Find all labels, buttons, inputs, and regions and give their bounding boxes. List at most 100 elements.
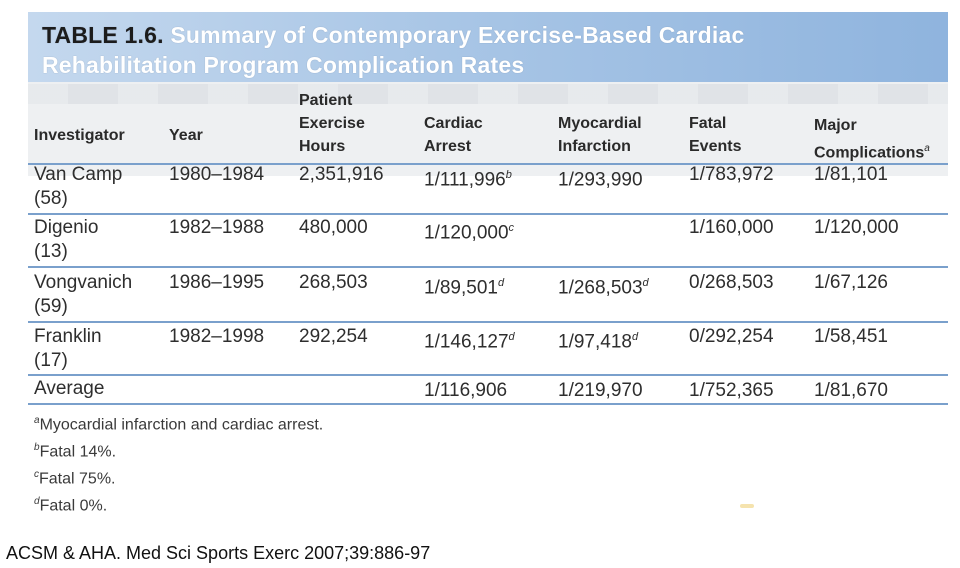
col-header-year: Year <box>169 124 203 147</box>
cell-value: 1/120,000 <box>424 222 509 244</box>
row-1-major-complications: 1/81,101 <box>814 164 888 185</box>
cell-value: 1/268,503 <box>558 277 643 299</box>
footnote-a: aMyocardial infarction and cardiac arres… <box>34 415 323 434</box>
footnote-marker: d <box>508 331 515 343</box>
row-1-investigator: Van Camp (58) <box>34 163 122 211</box>
table-figure: TABLE 1.6. Summary of Contemporary Exerc… <box>28 12 948 532</box>
col-header-fatal-line-1: Fatal <box>689 115 727 132</box>
table-number: TABLE 1.6. <box>42 22 164 48</box>
col-header-arrest-line-2: Arrest <box>424 138 472 155</box>
row-1-myocardial-infarction: 1/293,990 <box>558 163 643 192</box>
row-4-year: 1982–1998 <box>169 326 265 347</box>
col-header-investigator: Investigator <box>34 124 125 147</box>
footnote-marker: d <box>497 277 505 289</box>
row-3-year: 1986–1995 <box>169 272 265 293</box>
col-header-myocardial-infarction: Myocardial Infarction <box>558 112 642 158</box>
footnote-marker: d <box>631 331 639 343</box>
footnote-marker: d <box>642 277 649 289</box>
row-rule <box>28 321 948 323</box>
paper-smudge <box>740 504 754 508</box>
row-2-major-complications: 1/120,000 <box>814 217 899 238</box>
col-header-major-complications: Major Complicationsa <box>814 114 930 164</box>
col-header-hours-line-3: Hours <box>299 138 346 155</box>
footnote-c: cFatal 75%. <box>34 469 115 488</box>
reference-number: (59) <box>34 296 68 317</box>
row-rule <box>28 213 948 215</box>
investigator-name: Franklin <box>34 326 102 347</box>
col-header-major-text: Complications <box>814 144 925 162</box>
average-label: Average <box>34 378 105 399</box>
footnote-mark: c <box>34 469 39 480</box>
footnote-text: Fatal 0%. <box>39 497 108 515</box>
table-title-bar: TABLE 1.6. Summary of Contemporary Exerc… <box>28 12 948 82</box>
col-header-mi-line-2: Infarction <box>558 138 631 155</box>
row-1-cardiac-arrest: 1/111,996b <box>424 163 512 192</box>
reference-number: (13) <box>34 241 68 262</box>
investigator-name: Vongvanich <box>34 272 133 293</box>
row-4-cardiac-arrest: 1/146,127d <box>424 325 515 354</box>
col-header-mi-line-1: Myocardial <box>558 115 642 132</box>
row-2-year: 1982–1988 <box>169 217 265 238</box>
row-4-fatal-events: 0/292,254 <box>689 326 774 347</box>
col-header-fatal-events: Fatal Events <box>689 112 741 158</box>
average-major-complications: 1/81,670 <box>814 380 888 401</box>
footnote-text: Fatal 75%. <box>39 470 116 488</box>
footnote-mark: a <box>34 415 40 426</box>
col-header-arrest-line-1: Cardiac <box>424 115 483 132</box>
row-2-investigator: Digenio (13) <box>34 216 98 264</box>
table-bottom-rule <box>28 403 948 405</box>
row-3-investigator: Vongvanich (59) <box>34 271 132 319</box>
col-header-major-line-1: Major <box>814 117 857 134</box>
row-3-myocardial-infarction: 1/268,503d <box>558 271 649 300</box>
table-title-line-1: TABLE 1.6. Summary of Contemporary Exerc… <box>42 22 745 49</box>
header-rule <box>28 163 948 165</box>
col-header-investigator-line: Investigator <box>34 127 125 144</box>
row-1-fatal-events: 1/783,972 <box>689 164 774 185</box>
col-header-patient-exercise-hours: Patient Exercise Hours <box>299 89 365 158</box>
footnote-text: Myocardial infarction and cardiac arrest… <box>39 416 324 434</box>
col-header-major-line-2: Complicationsa <box>814 137 930 164</box>
citation: ACSM & AHA. Med Sci Sports Exerc 2007;39… <box>6 543 431 563</box>
cell-value: 1/97,418 <box>558 331 632 353</box>
bleed-through-text <box>28 84 948 104</box>
row-3-hours: 268,503 <box>299 272 368 293</box>
reference-number: (17) <box>34 350 68 371</box>
row-rule <box>28 266 948 268</box>
reference-number: (58) <box>34 188 68 209</box>
footnote-text: Fatal 14%. <box>39 443 117 461</box>
investigator-name: Van Camp <box>34 164 123 185</box>
row-4-investigator: Franklin (17) <box>34 325 102 373</box>
column-header-band <box>28 82 948 176</box>
footnote-mark: b <box>34 442 40 453</box>
col-header-hours-line-2: Exercise <box>299 115 365 132</box>
table-title-line-2: Rehabilitation Program Complication Rate… <box>42 52 525 78</box>
row-2-fatal-events: 1/160,000 <box>689 217 774 238</box>
cell-value: 1/89,501 <box>424 277 498 299</box>
footnote-b: bFatal 14%. <box>34 442 116 461</box>
average-myocardial-infarction: 1/219,970 <box>558 380 643 401</box>
footnote-marker: c <box>508 222 515 234</box>
investigator-name: Digenio <box>34 217 99 238</box>
row-3-cardiac-arrest: 1/89,501d <box>424 271 504 300</box>
footnote-mark: d <box>34 496 40 507</box>
row-2-cardiac-arrest: 1/120,000c <box>424 216 514 245</box>
row-1-year: 1980–1984 <box>169 164 265 185</box>
cell-value: 1/146,127 <box>424 331 509 353</box>
average-fatal-events: 1/752,365 <box>689 380 774 401</box>
row-rule <box>28 374 948 376</box>
row-4-major-complications: 1/58,451 <box>814 326 888 347</box>
col-header-hours-line-1: Patient <box>299 92 353 109</box>
row-3-fatal-events: 0/268,503 <box>689 272 774 293</box>
col-header-fatal-line-2: Events <box>689 138 742 155</box>
col-header-cardiac-arrest: Cardiac Arrest <box>424 112 483 158</box>
average-cardiac-arrest: 1/116,906 <box>424 380 508 401</box>
cell-value: 1/111,996 <box>424 169 506 191</box>
row-3-major-complications: 1/67,126 <box>814 272 888 293</box>
col-header-year-line: Year <box>169 127 203 144</box>
cell-value: 1/293,990 <box>558 169 643 191</box>
row-2-hours: 480,000 <box>299 217 368 238</box>
row-4-hours: 292,254 <box>299 326 368 347</box>
table-title-text-1: Summary of Contemporary Exercise-Based C… <box>170 22 745 48</box>
row-1-hours: 2,351,916 <box>299 164 384 185</box>
